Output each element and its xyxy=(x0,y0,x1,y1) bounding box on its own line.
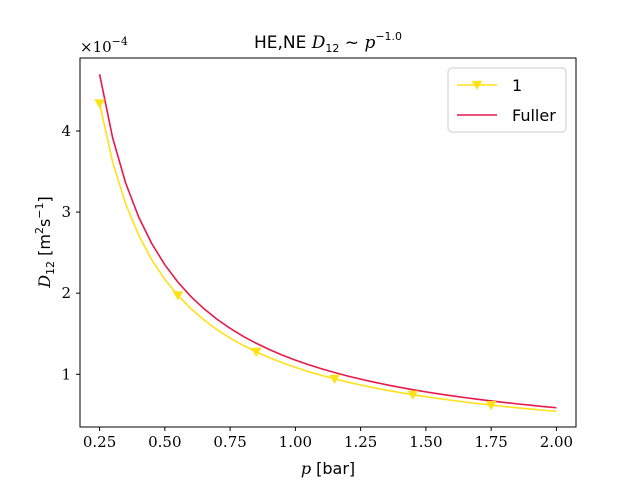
x-tick-label: 1.50 xyxy=(409,433,442,451)
x-tick-label: 2.00 xyxy=(540,433,573,451)
y-tick-label: 2 xyxy=(61,284,71,302)
y-tick-label: 4 xyxy=(61,122,71,140)
series-line-fuller xyxy=(98,74,557,409)
y-tick-label: 1 xyxy=(61,365,71,383)
series-point xyxy=(407,390,419,400)
y-axis: 1 2 3 4 xyxy=(61,122,80,383)
legend: 1 Fuller xyxy=(447,67,567,133)
series-point xyxy=(485,401,497,411)
x-axis-label: p [bar] xyxy=(301,459,355,478)
y-multiplier: ×10−4 xyxy=(80,35,128,56)
axes-frame xyxy=(79,57,577,428)
x-tick-label: 1.75 xyxy=(474,433,507,451)
x-axis: 0.25 0.50 0.75 1.00 1.25 1.50 1.75 2.00 xyxy=(83,427,573,451)
chart-title: HE,NE D12 ~ p−1.0 xyxy=(254,30,402,55)
x-tick-label: 0.25 xyxy=(83,433,116,451)
x-tick-label: 1.25 xyxy=(344,433,377,451)
x-tick-label: 1.00 xyxy=(279,433,312,451)
series-point xyxy=(250,347,262,357)
series-point xyxy=(172,291,184,301)
y-tick-label: 3 xyxy=(61,203,71,221)
y-axis-label: D12 [m2s−1] xyxy=(33,196,57,289)
x-tick-label: 0.50 xyxy=(148,433,181,451)
series-point xyxy=(329,374,340,384)
legend-label: 1 xyxy=(512,76,522,95)
legend-label: Fuller xyxy=(512,106,556,125)
series-point xyxy=(94,99,105,109)
legend-marker xyxy=(471,80,483,91)
series-layer xyxy=(94,74,557,413)
x-tick-label: 0.75 xyxy=(213,433,246,451)
